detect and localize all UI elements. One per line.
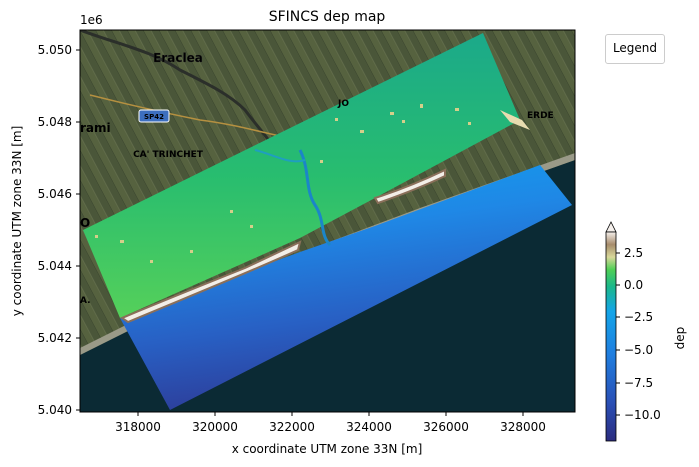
y-tick-label: 5.046 (38, 187, 72, 201)
x-tick-label: 324000 (346, 420, 392, 434)
dune-band-west (119, 240, 302, 324)
y-tick-label: 5.050 (38, 43, 72, 57)
basemap-road (89, 94, 301, 141)
map-label-o: O (80, 216, 90, 230)
x-axis-label: x coordinate UTM zone 33N [m] (232, 442, 423, 456)
y-tick-label: 5.044 (38, 259, 72, 273)
x-tick-label: 320000 (192, 420, 238, 434)
lagoon (254, 149, 306, 163)
x-tick-label: 318000 (115, 420, 161, 434)
colorbar-label: dep (673, 327, 687, 350)
colorbar-extend-arrow (605, 221, 617, 233)
colorbar-tick-label: −7.5 (624, 376, 653, 390)
road-shield-label: SP42 (144, 113, 164, 121)
map-label-ca-trinchet: CA' TRINCHET (133, 150, 204, 160)
y-tick-label: 5.040 (38, 403, 72, 417)
y-offset-label: 1e6 (80, 13, 103, 27)
map-label-a: A. (80, 296, 91, 306)
x-axis: 318000 320000 322000 324000 326000 32800… (115, 412, 546, 456)
model-domain-land (83, 33, 520, 318)
y-axis-label: y coordinate UTM zone 33N [m] (10, 126, 24, 317)
x-tick-label: 326000 (423, 420, 469, 434)
chart-title: SFINCS dep map (269, 9, 386, 25)
colorbar-tick-label: 0.0 (624, 278, 643, 292)
colorbar-tick-label: 2.5 (624, 246, 643, 260)
axes-frame (79, 29, 576, 413)
map-axes: Eraclea SP42 CA' TRINCHET rami ERDE JO O… (79, 29, 576, 413)
colorbar-gradient (605, 231, 617, 442)
model-domain-sea (120, 165, 572, 410)
x-tick-label: 322000 (269, 420, 315, 434)
colorbar-tick-label: −5.0 (624, 343, 653, 357)
road-shield-bg (138, 109, 170, 123)
map-label-eraclea: Eraclea (153, 51, 203, 65)
colorbar-tick-label: −10.0 (624, 408, 661, 422)
y-tick-label: 5.048 (38, 115, 72, 129)
dune-band-east (373, 168, 446, 205)
basemap-river (80, 30, 277, 151)
y-tick-label: 5.042 (38, 331, 72, 345)
dune-band-ne (500, 110, 530, 130)
map-label-erde: ERDE (527, 111, 554, 121)
legend-title: Legend (612, 41, 658, 55)
x-tick-label: 328000 (500, 420, 546, 434)
map-label-jo: JO (337, 99, 349, 109)
colorbar-tick-label: −2.5 (624, 310, 653, 324)
terrain-speckles (95, 104, 471, 263)
map-label-rami: rami (80, 121, 111, 135)
legend: Legend (605, 34, 665, 64)
channel (298, 149, 332, 247)
y-axis: 5.040 5.042 5.044 5.046 5.048 5.050 y co… (10, 43, 80, 417)
colorbar: 2.5 0.0 −2.5 −5.0 −7.5 −10.0 dep (605, 221, 687, 442)
